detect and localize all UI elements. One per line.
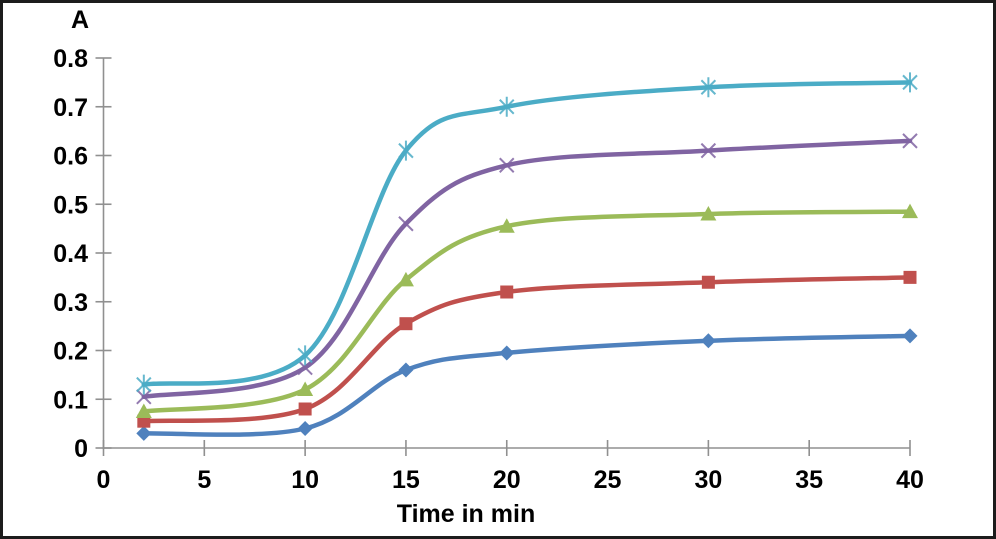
x-marker [902, 133, 918, 149]
asterisk-marker [398, 140, 414, 161]
x-marker [700, 142, 717, 159]
asterisk-marker [499, 96, 515, 117]
triangle-marker [135, 403, 152, 418]
y-tick-label: 0.5 [53, 191, 88, 219]
y-tick-label: 0.4 [53, 240, 88, 268]
diamond-marker [902, 328, 918, 344]
series-3-green-triangle-line [141, 209, 913, 414]
y-tick-label: 0.7 [53, 94, 88, 122]
square-marker [298, 402, 312, 416]
series-4-purple-x-line [141, 138, 913, 400]
square-marker [399, 317, 413, 331]
asterisk-marker [136, 374, 152, 395]
y-tick-label: 0.8 [53, 45, 88, 73]
x-tick-label: 0 [97, 466, 111, 494]
x-tick-label: 20 [493, 466, 521, 494]
x-axis-title: Time in min [397, 500, 535, 528]
x-tick-label: 5 [197, 466, 211, 494]
x-marker [398, 216, 414, 232]
series-layer [135, 72, 918, 441]
diamond-marker [700, 333, 716, 349]
y-tick-label: 0 [74, 435, 88, 463]
y-tick-label: 0.6 [53, 143, 88, 171]
square-marker [903, 270, 917, 284]
triangle-marker [297, 381, 314, 396]
triangle-marker [397, 271, 414, 287]
series-2-red-square-line [141, 275, 913, 424]
x-tick-label: 35 [795, 466, 823, 494]
x-tick-label: 15 [392, 466, 420, 494]
series-5-teal-asterisk [136, 72, 918, 395]
x-marker [499, 157, 515, 173]
x-tick-label: 25 [594, 466, 622, 494]
asterisk-marker [902, 72, 918, 93]
series-3-green-triangle [135, 203, 918, 418]
series-1-blue-diamond [136, 328, 918, 441]
diamond-marker [499, 345, 515, 361]
x-tick-label: 30 [694, 466, 722, 494]
diamond-marker [297, 421, 313, 436]
diamond-marker [398, 362, 414, 378]
series-4-purple-x [136, 133, 918, 405]
axes-layer: 0 0.1 0.2 0.3 0.4 0.5 0.6 0.7 0.8 0 5 10 15 20 25 30 35 4… [53, 45, 924, 494]
triangle-marker [498, 218, 515, 233]
asterisk-marker [297, 345, 313, 366]
y-axis-title: A [71, 6, 89, 34]
series-1-blue-diamond-line [141, 333, 913, 437]
diamond-marker [136, 425, 152, 441]
x-tick-label: 40 [896, 466, 924, 494]
series-5-teal-asterisk-line [141, 80, 913, 387]
square-marker [701, 275, 715, 289]
triangle-marker [700, 206, 717, 221]
x-marker [136, 389, 152, 405]
triangle-marker [902, 203, 918, 219]
y-tick-label: 0.1 [53, 386, 88, 414]
square-marker [500, 285, 514, 299]
asterisk-marker [700, 77, 717, 98]
series-2-red-square [137, 270, 917, 428]
x-marker [297, 359, 313, 376]
x-tick-label: 10 [291, 466, 319, 494]
y-tick-label: 0.3 [53, 289, 88, 317]
y-tick-label: 0.2 [53, 338, 88, 366]
